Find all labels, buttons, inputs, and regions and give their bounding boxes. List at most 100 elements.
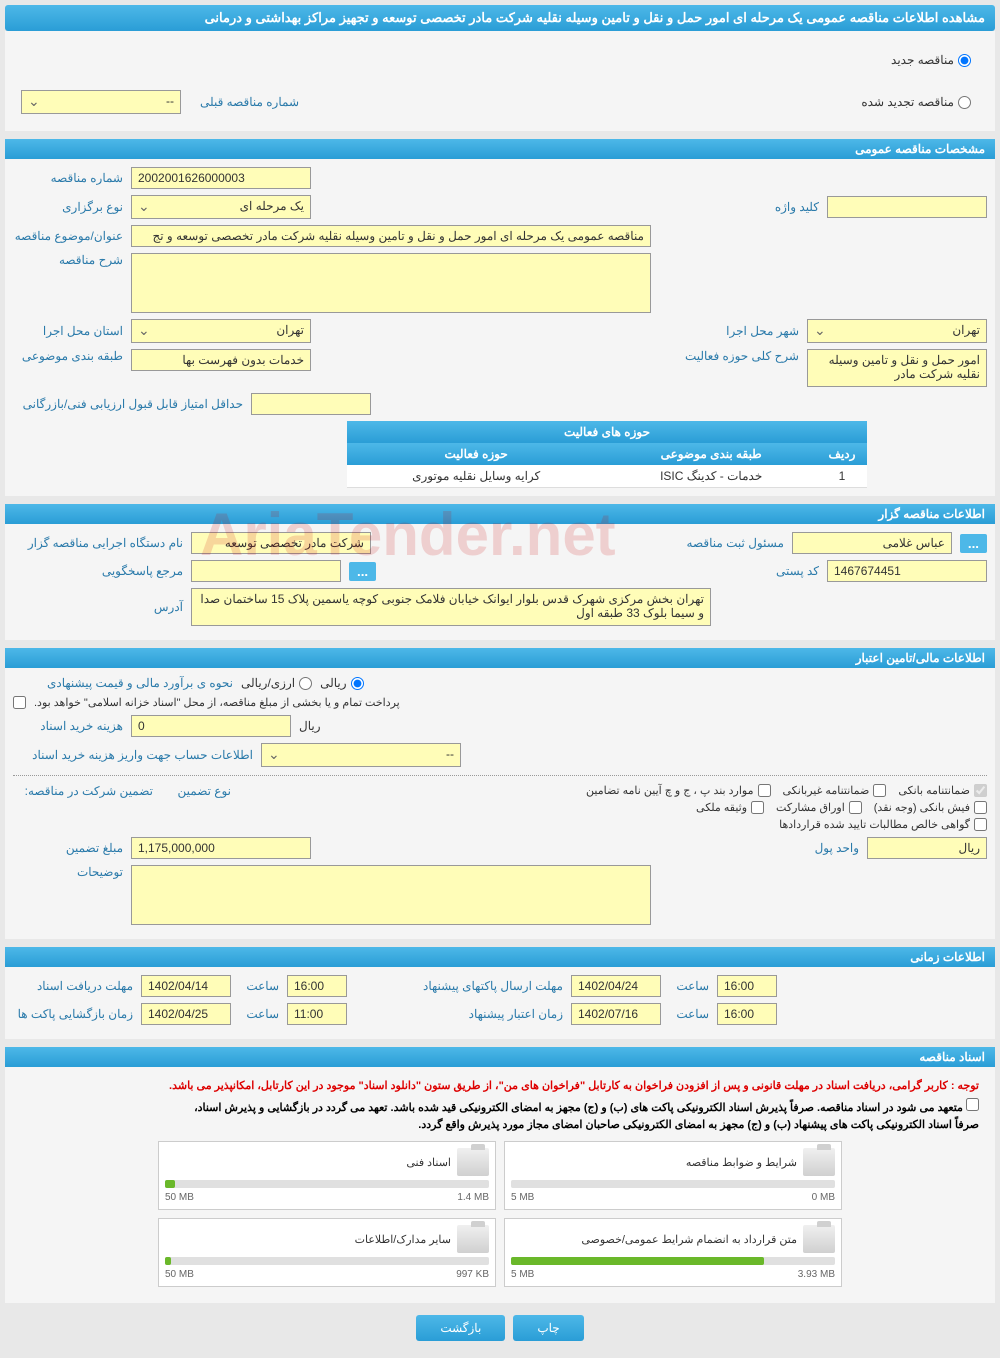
radio-renewed-label: مناقصه تجدید شده <box>861 95 954 109</box>
cb-bonds-label: اوراق مشارکت <box>776 801 845 814</box>
section-general: مشخصات مناقصه عمومی <box>5 139 995 159</box>
min-score-field[interactable] <box>251 393 371 415</box>
col-row: ردیف <box>817 443 867 465</box>
action-buttons: چاپ بازگشت <box>5 1303 995 1353</box>
submit-time[interactable]: 16:00 <box>717 975 777 997</box>
treasury-checkbox[interactable] <box>13 696 26 709</box>
receive-date[interactable]: 1402/04/14 <box>141 975 231 997</box>
postal-label: کد پستی <box>749 564 819 578</box>
validity-time[interactable]: 16:00 <box>717 1003 777 1025</box>
keyword-label: کلید واژه <box>759 200 819 214</box>
doc-card-conditions[interactable]: شرایط و ضوابط مناقصه 5 MB0 MB <box>504 1141 842 1210</box>
treasury-note: پرداخت تمام و یا بخشی از مبلغ مناقصه، از… <box>34 696 400 709</box>
activity-table-title: حوزه های فعالیت <box>347 421 867 443</box>
financial-form: نحوه ی برآورد مالی و قیمت پیشنهادی ارزی/… <box>5 668 995 939</box>
city-dropdown[interactable]: تهران <box>807 319 987 343</box>
submit-date[interactable]: 1402/04/24 <box>571 975 661 997</box>
folder-icon <box>803 1225 835 1253</box>
hour-label-2: ساعت <box>669 979 709 993</box>
reg-field: عباس غلامی <box>792 532 952 554</box>
commitment-checkbox[interactable] <box>966 1098 979 1111</box>
notes-textarea[interactable] <box>131 865 651 925</box>
guarantee-label: تضمین شرکت در مناقصه: <box>13 784 153 798</box>
address-field: تهران بخش مرکزی شهرک قدس بلوار ایوانک خی… <box>191 588 711 626</box>
back-button[interactable]: بازگشت <box>416 1315 505 1341</box>
cb-clauses[interactable] <box>758 784 771 797</box>
org-field: شرکت مادر تخصصی توسعه <box>191 532 371 554</box>
notice-1: توجه : کاربر گرامی، دریافت اسناد در مهلت… <box>13 1075 987 1096</box>
receive-time[interactable]: 16:00 <box>287 975 347 997</box>
rial-label: ریالی <box>320 676 346 690</box>
province-dropdown[interactable]: تهران <box>131 319 311 343</box>
cell-n: 1 <box>817 465 867 488</box>
cb-cash-label: فیش بانکی (وجه نقد) <box>874 801 970 814</box>
subject-label: عنوان/موضوع مناقصه <box>13 229 123 243</box>
type-dropdown[interactable]: یک مرحله ای <box>131 195 311 219</box>
min-score-label: حداقل امتیاز قابل قبول ارزیابی فنی/بازرگ… <box>13 397 243 411</box>
cell-scope: کرایه وسایل نقلیه موتوری <box>347 465 605 488</box>
cb-cash[interactable] <box>974 801 987 814</box>
desc-label: شرح مناقصه <box>13 253 123 267</box>
table-row: 1 خدمات - کدینگ ISIC کرایه وسایل نقلیه م… <box>347 465 867 488</box>
submit-label: مهلت ارسال پاکتهای پیشنهاد <box>403 979 563 993</box>
receive-label: مهلت دریافت اسناد <box>13 979 133 993</box>
type-label: نوع برگزاری <box>13 200 123 214</box>
doc-card-contract[interactable]: متن قرارداد به انضمام شرایط عمومی/خصوصی … <box>504 1218 842 1287</box>
col-category: طبقه بندی موضوعی <box>605 443 817 465</box>
category-field: خدمات بدون فهرست بها <box>131 349 311 371</box>
cb-receivable-label: گواهی خالص مطالبات تایید شده قراردادها <box>779 818 970 831</box>
keyword-field[interactable] <box>827 196 987 218</box>
page-title: مشاهده اطلاعات مناقصه عمومی یک مرحله ای … <box>5 5 995 31</box>
doc-used: 997 KB <box>456 1269 489 1280</box>
section-organizer: اطلاعات مناقصه گزار <box>5 504 995 524</box>
address-label: آدرس <box>13 600 183 614</box>
cb-clauses-label: موارد بند پ ، ج و چ آیین نامه تضامین <box>586 784 753 797</box>
folder-icon <box>457 1148 489 1176</box>
doc-used: 3.93 MB <box>798 1269 835 1280</box>
desc-textarea[interactable] <box>131 253 651 313</box>
radio-renewed-tender[interactable] <box>958 96 971 109</box>
postal-field: 1467674451 <box>827 560 987 582</box>
timing-form: مهلت دریافت اسناد 1402/04/14 ساعت 16:00 … <box>5 967 995 1039</box>
tender-no-label: شماره مناقصه <box>13 171 123 185</box>
cb-bonds[interactable] <box>849 801 862 814</box>
cb-bank[interactable] <box>974 784 987 797</box>
doc-fee-field[interactable]: 0 <box>131 715 291 737</box>
notice-2: متعهد می شود در اسناد مناقصه. صرفاً پذیر… <box>13 1096 987 1116</box>
province-label: استان محل اجرا <box>13 324 123 338</box>
rial-unit-1: ریال <box>299 719 321 733</box>
unit-field: ریال <box>867 837 987 859</box>
radio-new-tender[interactable] <box>958 54 971 67</box>
section-documents: اسناد مناقصه <box>5 1047 995 1067</box>
org-label: نام دستگاه اجرایی مناقصه گزار <box>13 536 183 550</box>
subject-field[interactable]: مناقصه عمومی یک مرحله ای امور حمل و نقل … <box>131 225 651 247</box>
cb-nonbank-label: ضمانتنامه غیربانکی <box>783 784 870 797</box>
hour-label-3: ساعت <box>239 1007 279 1021</box>
open-date[interactable]: 1402/04/25 <box>141 1003 231 1025</box>
open-time[interactable]: 11:00 <box>287 1003 347 1025</box>
method-label: نحوه ی برآورد مالی و قیمت پیشنهادی <box>13 676 233 690</box>
doc-title: متن قرارداد به انضمام شرایط عمومی/خصوصی <box>511 1233 797 1246</box>
notice-3: صرفاً اسناد الکترونیکی پاکت های پیشنهاد … <box>13 1116 987 1133</box>
cb-property[interactable] <box>751 801 764 814</box>
amount-field[interactable]: 1,175,000,000 <box>131 837 311 859</box>
hour-label-4: ساعت <box>669 1007 709 1021</box>
doc-card-other[interactable]: سایر مدارک/اطلاعات 50 MB997 KB <box>158 1218 496 1287</box>
radio-fx-rial[interactable] <box>299 677 312 690</box>
print-button[interactable]: چاپ <box>513 1315 583 1341</box>
category-label: طبقه بندی موضوعی <box>13 349 123 363</box>
scope-label: شرح کلی حوزه فعالیت <box>679 349 799 363</box>
tender-no-field: 2002001626000003 <box>131 167 311 189</box>
doc-card-technical[interactable]: اسناد فنی 50 MB1.4 MB <box>158 1141 496 1210</box>
doc-fee-label: هزینه خرید اسناد <box>13 719 123 733</box>
validity-date[interactable]: 1402/07/16 <box>571 1003 661 1025</box>
reg-lookup-button[interactable]: ... <box>960 534 987 553</box>
contact-field[interactable] <box>191 560 341 582</box>
prev-tender-label: شماره مناقصه قبلی <box>189 95 299 109</box>
contact-lookup-button[interactable]: ... <box>349 562 376 581</box>
radio-rial[interactable] <box>351 677 364 690</box>
cb-receivable[interactable] <box>974 818 987 831</box>
prev-tender-dropdown[interactable]: -- <box>21 90 181 114</box>
cb-nonbank[interactable] <box>873 784 886 797</box>
account-dropdown[interactable]: -- <box>261 743 461 767</box>
